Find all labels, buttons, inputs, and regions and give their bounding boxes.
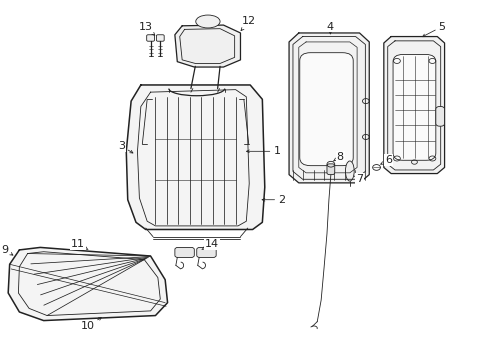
Text: 13: 13 [139,22,155,35]
Text: 7: 7 [354,174,363,184]
Text: 5: 5 [422,22,445,37]
Text: 2: 2 [262,195,285,205]
FancyBboxPatch shape [146,35,154,41]
FancyBboxPatch shape [299,53,352,166]
Text: 9: 9 [1,245,13,255]
Text: 14: 14 [202,239,219,249]
FancyBboxPatch shape [175,247,194,257]
Polygon shape [175,25,240,67]
Text: 3: 3 [118,141,133,153]
Ellipse shape [345,161,353,181]
Text: 10: 10 [80,318,101,331]
Text: 1: 1 [246,146,280,156]
FancyBboxPatch shape [326,164,334,175]
Text: 6: 6 [380,155,391,165]
Text: 8: 8 [333,152,343,162]
Ellipse shape [195,15,220,28]
Text: 4: 4 [326,22,333,34]
Polygon shape [383,37,444,174]
Polygon shape [126,85,264,229]
Polygon shape [288,33,368,183]
FancyBboxPatch shape [196,247,216,257]
Text: 12: 12 [241,17,256,31]
FancyBboxPatch shape [435,107,444,126]
FancyBboxPatch shape [392,54,435,160]
FancyBboxPatch shape [156,35,164,41]
Polygon shape [8,247,167,320]
Text: 11: 11 [71,239,88,249]
